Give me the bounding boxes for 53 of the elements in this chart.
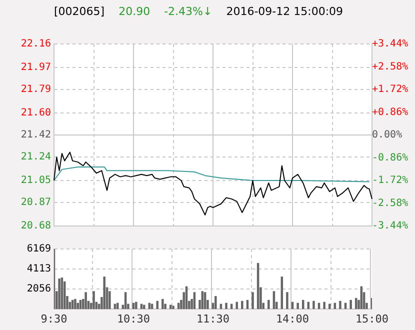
y-tick-label: 21.24	[20, 152, 51, 163]
y2-tick-label: 0.00%	[372, 130, 402, 141]
y-tick-label: 21.05	[20, 175, 51, 186]
bar	[172, 306, 174, 309]
bar	[241, 300, 244, 309]
y2-tick-label: +2.58%	[372, 61, 408, 72]
y2-tick-label: +0.86%	[372, 106, 408, 118]
bar	[312, 300, 315, 309]
y-tick-label: 21.97	[20, 62, 51, 73]
y2-tick-label: -0.86%	[372, 152, 408, 164]
bar	[76, 302, 79, 309]
y-tick-label: 21.60	[20, 107, 51, 118]
y-tick-label: 21.79	[20, 84, 51, 96]
text: -2.43%↓	[164, 5, 212, 18]
x-tick-label: 11:30	[196, 312, 230, 326]
bar	[286, 292, 288, 309]
y-tick-label: 22.16	[20, 38, 51, 50]
bar	[339, 300, 342, 309]
bar	[252, 292, 254, 309]
bar	[323, 302, 326, 309]
bar	[162, 298, 164, 309]
chart-title: [002065]	[54, 5, 105, 18]
bar	[236, 302, 238, 309]
bar	[225, 302, 228, 309]
text: 20.90	[118, 5, 150, 18]
y2-tick-label: +1.72%	[372, 84, 408, 96]
bar	[214, 296, 217, 309]
bar	[268, 300, 270, 309]
bar	[108, 291, 111, 309]
y-tick-label: 6169	[26, 244, 51, 255]
y2-tick-label: +3.44%	[372, 38, 408, 50]
bar	[92, 291, 95, 309]
y-tick-label: 20.87	[20, 197, 51, 208]
y-tick-label: 4113	[26, 264, 51, 275]
y2-tick-label: -2.58%	[372, 198, 408, 209]
text: 2016-09-12 15:00:09	[226, 5, 344, 18]
x-tick-label: 15:00	[355, 312, 389, 326]
y2-tick-label: -1.72%	[372, 175, 408, 186]
bar	[135, 302, 138, 309]
y-tick-label: 20.68	[20, 220, 51, 232]
x-tick-label: 9:30	[40, 312, 68, 326]
y-tick-label: 21.42	[20, 130, 51, 141]
bar	[74, 298, 76, 309]
bar	[103, 276, 106, 309]
bar	[350, 300, 352, 309]
y2-tick-label: -3.44%	[372, 220, 408, 232]
bar	[296, 302, 299, 309]
x-tick-label: 10:30	[116, 312, 150, 326]
y-tick-label: 2056	[26, 284, 51, 295]
x-tick-label: 14:00	[276, 312, 310, 326]
bar	[84, 292, 87, 309]
bar	[58, 278, 60, 309]
bar	[156, 300, 158, 309]
